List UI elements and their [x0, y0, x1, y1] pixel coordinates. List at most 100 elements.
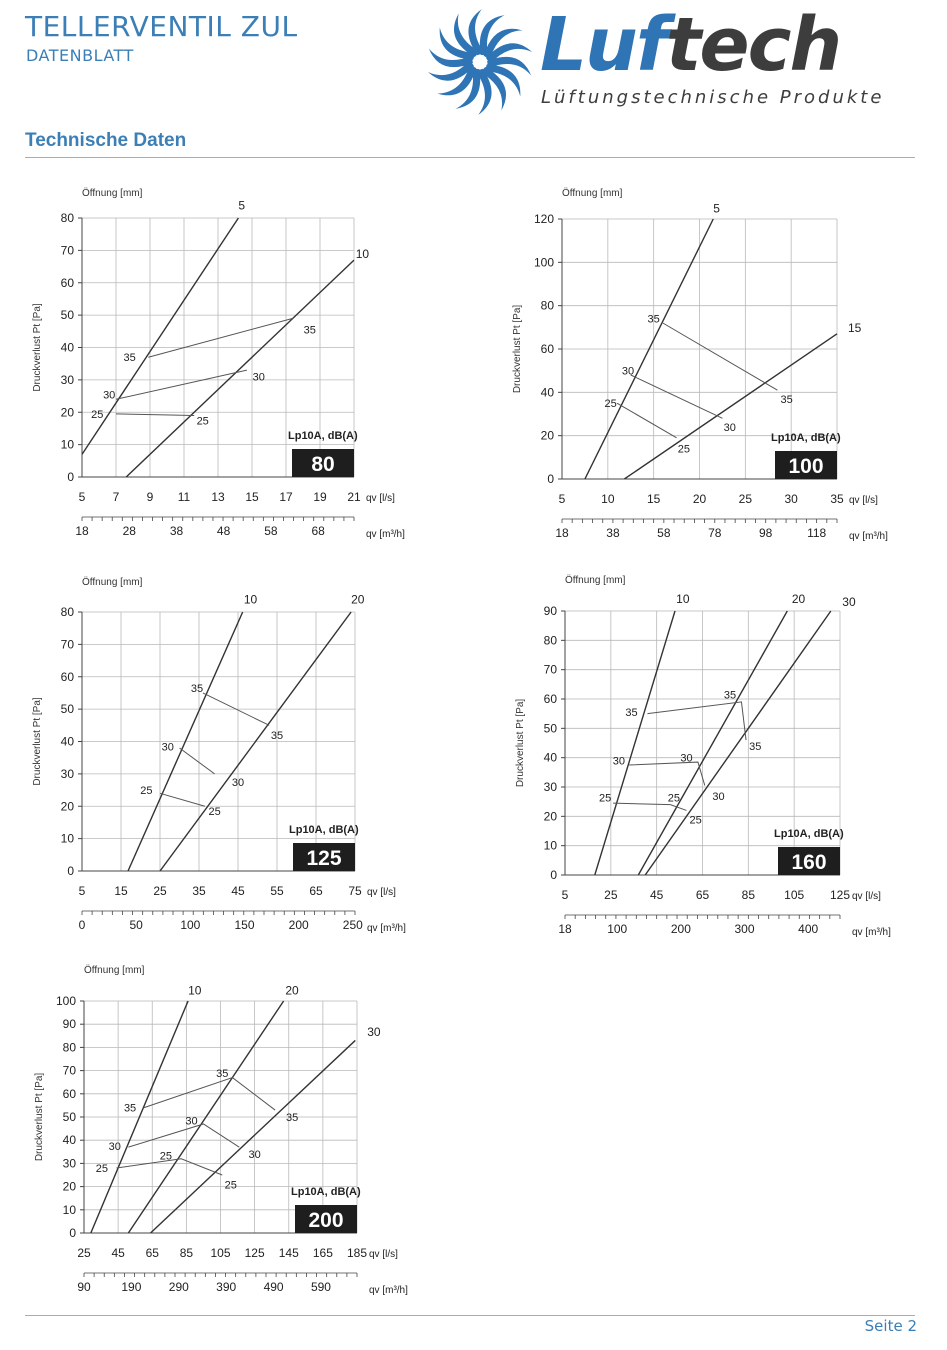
opening-line-label: 20 — [351, 593, 365, 607]
noise-line-label: 25 — [91, 409, 103, 421]
noise-legend-label: Lp10A, dB(A) — [774, 828, 844, 840]
secondary-tick-label: 18 — [75, 524, 89, 538]
header-divider — [25, 157, 915, 158]
secondary-tick-label: 400 — [798, 922, 818, 936]
opening-line-20 — [127, 1000, 285, 1233]
logo-blade — [455, 68, 481, 109]
y-tick-label: 50 — [61, 308, 75, 322]
opening-axis-title: Öffnung [mm] — [562, 187, 623, 199]
noise-line-label: 25 — [604, 398, 616, 410]
opening-line-label: 20 — [285, 983, 299, 997]
logo-blade — [468, 9, 485, 56]
x-tick-label: 25 — [77, 1246, 91, 1260]
size-badge-label: 125 — [306, 847, 341, 870]
x-tick-label: 15 — [114, 884, 128, 898]
x-tick-label: 9 — [147, 490, 154, 504]
brand-part-luf: Luf — [540, 2, 668, 88]
noise-line-label: 30 — [162, 741, 174, 753]
opening-line-label: 10 — [188, 983, 202, 997]
opening-line-10 — [125, 259, 355, 477]
opening-axis-title: Öffnung [mm] — [84, 964, 145, 976]
secondary-axis-label: qv [m³/h] — [852, 927, 891, 938]
logo-blade — [475, 68, 492, 115]
secondary-tick-label: 190 — [121, 1280, 141, 1294]
size-badge — [778, 847, 840, 875]
y-tick-label: 50 — [544, 721, 558, 735]
noise-line-30 — [179, 747, 215, 775]
noise-legend-label: Lp10A, dB(A) — [291, 1186, 361, 1198]
y-tick-label: 70 — [544, 663, 558, 677]
logo-blade — [484, 64, 521, 97]
noise-line-label: 35 — [123, 352, 135, 364]
noise-line-label: 25 — [678, 444, 690, 456]
noise-line-label: 35 — [625, 707, 637, 719]
y-tick-label: 90 — [544, 604, 558, 618]
x-tick-label: 5 — [79, 490, 86, 504]
noise-line-35 — [647, 701, 747, 741]
y-tick-label: 20 — [61, 405, 75, 419]
y-axis-title: Druckverlust Pt [Pa] — [515, 699, 526, 788]
page-number: Seite 2 — [864, 1317, 917, 1335]
x-tick-label: 11 — [178, 490, 191, 504]
opening-axis-title: Öffnung [mm] — [565, 574, 626, 586]
noise-line-25 — [115, 413, 195, 416]
y-tick-label: 80 — [544, 633, 558, 647]
opening-line-30 — [150, 1039, 356, 1233]
noise-line-25 — [159, 792, 205, 807]
y-tick-label: 10 — [63, 1203, 77, 1217]
size-badge-label: 100 — [788, 455, 823, 478]
x-tick-label: 165 — [313, 1246, 333, 1260]
opening-axis-title: Öffnung [mm] — [82, 576, 143, 588]
opening-line-label: 20 — [792, 592, 806, 606]
y-tick-label: 20 — [541, 429, 555, 443]
opening-line-30 — [644, 610, 832, 875]
x-tick-label: 21 — [347, 490, 361, 504]
x-tick-label: 45 — [111, 1246, 125, 1260]
secondary-tick-label: 100 — [607, 922, 627, 936]
noise-line-label: 25 — [96, 1163, 108, 1175]
y-tick-label: 120 — [534, 212, 554, 226]
noise-line-label: 30 — [109, 1141, 121, 1153]
y-tick-label: 50 — [61, 702, 75, 716]
opening-line-10 — [90, 1000, 189, 1233]
noise-line-label: 25 — [599, 792, 611, 804]
secondary-tick-label: 490 — [264, 1280, 284, 1294]
noise-legend-label: Lp10A, dB(A) — [771, 432, 841, 444]
x-tick-label: 7 — [113, 490, 120, 504]
noise-line-label: 35 — [216, 1068, 228, 1080]
noise-line-label: 25 — [140, 785, 152, 797]
y-tick-label: 70 — [63, 1064, 77, 1078]
noise-line-label: 35 — [749, 741, 761, 753]
secondary-tick-label: 98 — [759, 526, 773, 540]
x-tick-label: 65 — [696, 888, 710, 902]
secondary-tick-label: 590 — [311, 1280, 331, 1294]
y-tick-label: 10 — [61, 832, 75, 846]
y-tick-label: 30 — [61, 373, 75, 387]
y-tick-label: 0 — [547, 472, 554, 486]
x-tick-label: 25 — [604, 888, 618, 902]
opening-line-label: 10 — [356, 247, 370, 261]
y-tick-label: 10 — [544, 839, 558, 853]
y-tick-label: 20 — [61, 799, 75, 813]
secondary-tick-label: 200 — [671, 922, 691, 936]
y-tick-label: 40 — [61, 341, 75, 355]
logo-blade — [487, 56, 532, 76]
secondary-axis-label: qv [m³/h] — [366, 529, 405, 540]
y-tick-label: 50 — [63, 1110, 77, 1124]
noise-line-label: 30 — [232, 777, 244, 789]
size-badge — [295, 1205, 357, 1233]
y-tick-label: 100 — [534, 255, 554, 269]
opening-line-10 — [127, 611, 244, 871]
x-axis-label: qv [l/s] — [367, 887, 396, 898]
y-tick-label: 0 — [67, 470, 74, 484]
logo-blade — [428, 60, 474, 81]
opening-line-label: 5 — [238, 199, 245, 213]
opening-line-15 — [623, 333, 838, 479]
x-tick-label: 65 — [309, 884, 323, 898]
y-tick-label: 40 — [541, 385, 555, 399]
brand-part-tech: tech — [666, 2, 842, 88]
noise-line-label: 25 — [197, 415, 209, 427]
x-tick-label: 25 — [153, 884, 167, 898]
x-tick-label: 45 — [650, 888, 664, 902]
noise-line-label: 35 — [724, 690, 736, 702]
